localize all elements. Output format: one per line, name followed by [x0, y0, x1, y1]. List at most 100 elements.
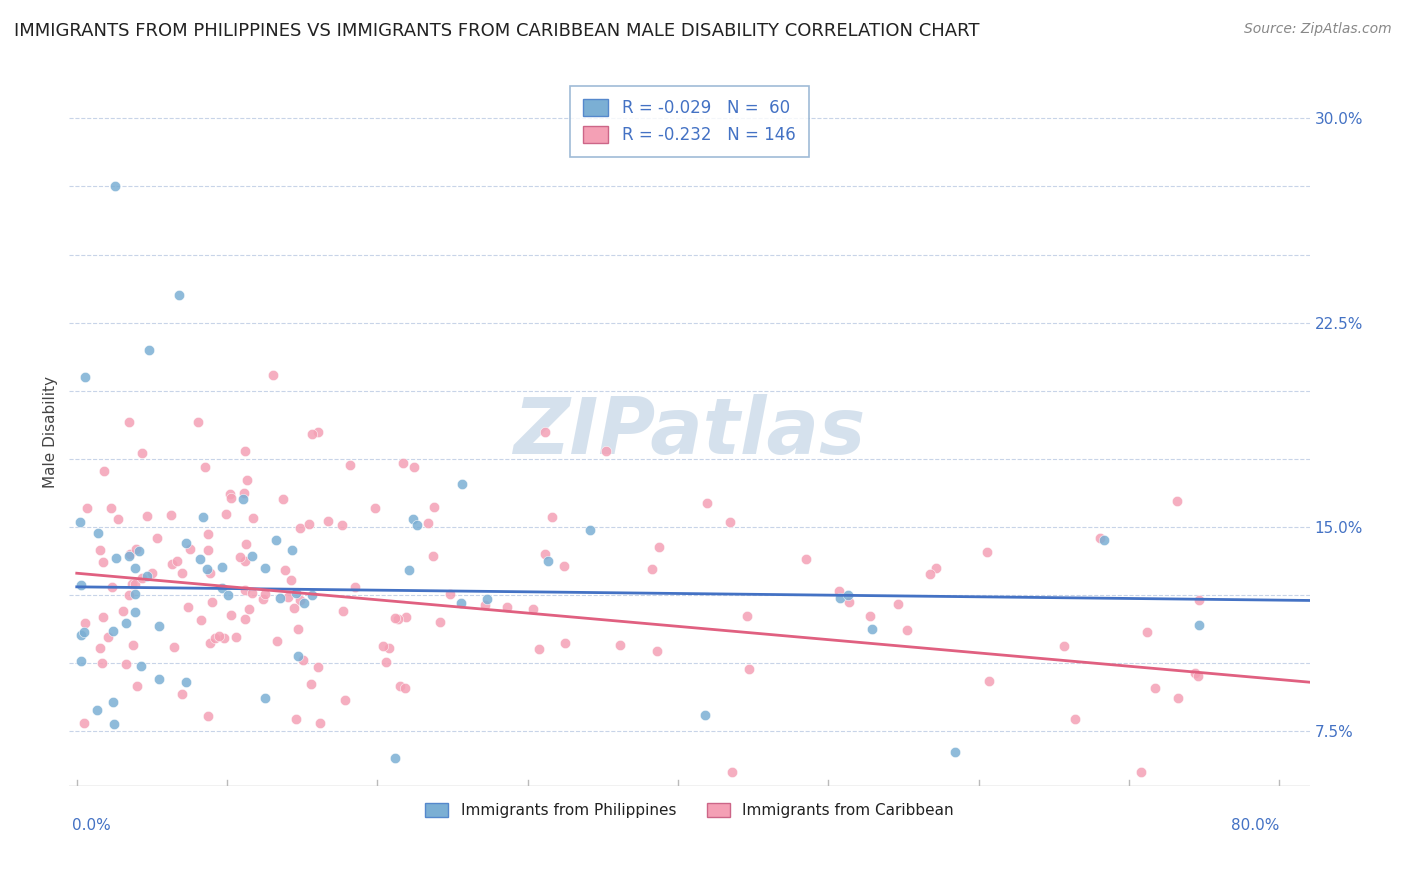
- Point: [450, 476, 472, 491]
- Point: [1088, 531, 1111, 545]
- Point: [285, 586, 308, 600]
- Point: [103, 695, 125, 709]
- Point: [125, 542, 148, 557]
- Point: [174, 535, 197, 549]
- Point: [474, 598, 496, 612]
- Point: [450, 596, 472, 610]
- Point: [170, 566, 193, 580]
- Point: [70, 628, 93, 642]
- Point: [86, 703, 108, 717]
- Point: [211, 581, 233, 595]
- Point: [197, 542, 219, 557]
- Point: [1129, 765, 1152, 780]
- Point: [316, 514, 339, 528]
- Point: [91, 555, 114, 569]
- Point: [179, 542, 201, 557]
- Point: [111, 604, 134, 618]
- Point: [188, 552, 211, 566]
- Point: [391, 456, 413, 470]
- Point: [332, 604, 354, 618]
- Point: [187, 415, 209, 429]
- Point: [118, 587, 141, 601]
- Point: [925, 561, 948, 575]
- Point: [280, 543, 302, 558]
- Point: [738, 662, 761, 676]
- Point: [1053, 640, 1076, 654]
- Point: [527, 641, 550, 656]
- Point: [76, 501, 98, 516]
- Point: [422, 549, 444, 563]
- Point: [1184, 666, 1206, 681]
- Point: [170, 687, 193, 701]
- Point: [73, 615, 96, 630]
- Point: [887, 598, 910, 612]
- Point: [977, 673, 1000, 688]
- Point: [114, 657, 136, 672]
- Point: [641, 562, 664, 576]
- Point: [215, 507, 238, 521]
- Point: [422, 500, 444, 514]
- Point: [721, 765, 744, 780]
- Point: [553, 559, 575, 574]
- Point: [896, 624, 918, 638]
- Point: [404, 459, 426, 474]
- Point: [141, 566, 163, 581]
- Point: [103, 717, 125, 731]
- Point: [266, 633, 288, 648]
- Point: [87, 526, 110, 541]
- Point: [339, 458, 361, 473]
- Point: [101, 580, 124, 594]
- Point: [287, 648, 309, 663]
- Point: [89, 543, 111, 558]
- Point: [534, 547, 557, 561]
- Point: [859, 609, 882, 624]
- Point: [73, 370, 96, 384]
- Point: [124, 587, 146, 601]
- Point: [212, 631, 235, 645]
- Point: [735, 608, 758, 623]
- Point: [283, 601, 305, 615]
- Point: [828, 591, 851, 605]
- Point: [160, 508, 183, 522]
- Point: [1063, 712, 1085, 726]
- Point: [1136, 624, 1159, 639]
- Point: [128, 544, 150, 558]
- Point: [298, 516, 321, 531]
- Point: [273, 562, 295, 576]
- Y-axis label: Male Disability: Male Disability: [44, 376, 58, 488]
- Point: [169, 288, 191, 302]
- Point: [309, 715, 332, 730]
- Point: [271, 491, 294, 506]
- Point: [827, 584, 849, 599]
- Point: [378, 641, 401, 656]
- Point: [541, 510, 564, 524]
- Point: [148, 672, 170, 686]
- Point: [131, 571, 153, 585]
- Point: [236, 473, 259, 487]
- Point: [219, 491, 242, 505]
- Point: [195, 562, 218, 576]
- Point: [1092, 533, 1115, 547]
- Point: [288, 592, 311, 607]
- Legend: Immigrants from Philippines, Immigrants from Caribbean: Immigrants from Philippines, Immigrants …: [419, 797, 959, 824]
- Point: [918, 567, 941, 582]
- Point: [193, 459, 215, 474]
- Point: [218, 486, 240, 500]
- Point: [91, 657, 114, 671]
- Point: [429, 615, 451, 630]
- Point: [645, 644, 668, 658]
- Point: [176, 674, 198, 689]
- Point: [101, 624, 124, 639]
- Point: [242, 511, 264, 525]
- Text: 80.0%: 80.0%: [1232, 818, 1279, 833]
- Point: [554, 636, 576, 650]
- Point: [104, 179, 127, 194]
- Point: [384, 751, 406, 765]
- Point: [292, 596, 315, 610]
- Point: [609, 638, 631, 652]
- Point: [129, 658, 152, 673]
- Point: [287, 623, 309, 637]
- Point: [131, 446, 153, 460]
- Point: [97, 630, 120, 644]
- Point: [364, 501, 387, 516]
